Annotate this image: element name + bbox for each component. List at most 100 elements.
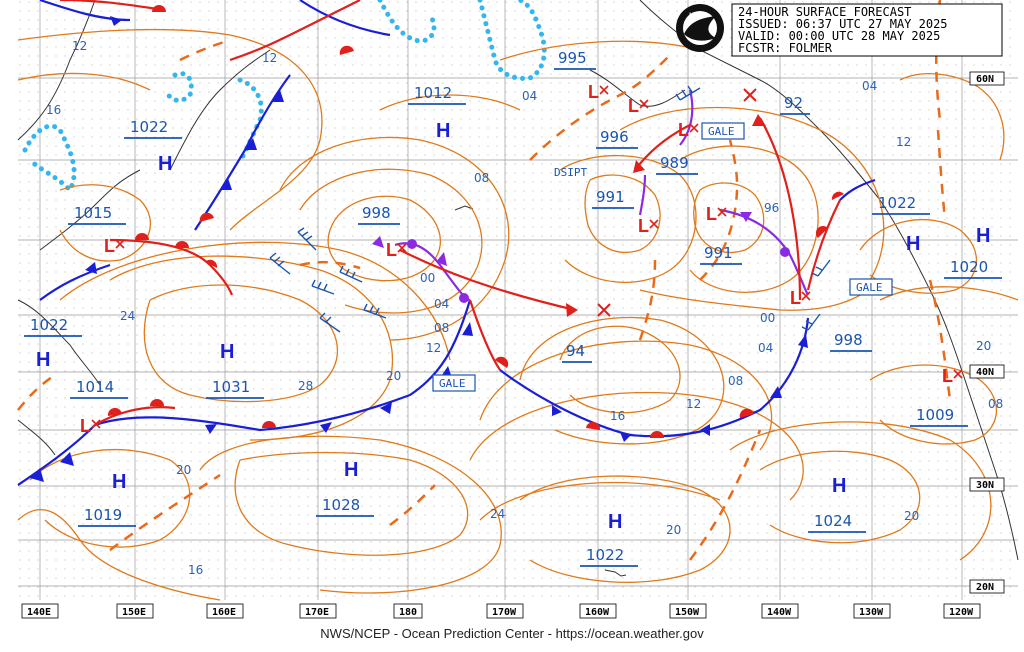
pressure-value: 1022: [130, 118, 168, 136]
svg-text:08: 08: [728, 374, 743, 388]
svg-text:04: 04: [434, 297, 449, 311]
header-title: 24-HOUR SURFACE FORECAST: [738, 5, 911, 19]
low-l: L: [104, 236, 115, 256]
svg-text:170E: 170E: [305, 607, 329, 618]
svg-text:96: 96: [764, 201, 779, 215]
pressure-value: 998: [834, 331, 863, 349]
high-centers: H H H H H H H H H H: [36, 120, 990, 533]
svg-text:20: 20: [976, 339, 991, 353]
occluded-symbols: [372, 212, 790, 303]
svg-text:12: 12: [426, 341, 441, 355]
svg-text:16: 16: [188, 563, 203, 577]
pressure-value: 991: [704, 244, 733, 262]
high-h: H: [112, 471, 126, 493]
pressure-value: 1009: [916, 406, 954, 424]
low-l: L: [628, 96, 639, 116]
svg-text:04: 04: [758, 341, 773, 355]
svg-text:16: 16: [46, 103, 61, 117]
svg-text:08: 08: [434, 321, 449, 335]
svg-text:24: 24: [490, 507, 505, 521]
svg-text:04: 04: [862, 79, 877, 93]
gale-tag: GALE: [439, 377, 466, 390]
pressure-value: 1031: [212, 378, 250, 396]
isobar-labels: 12 12 16 04 08 00 04 08 12 20 24 28 20 1…: [46, 39, 1003, 577]
svg-text:180: 180: [399, 607, 417, 618]
warm-front-bumps: [107, 5, 844, 438]
svg-text:20: 20: [176, 463, 191, 477]
high-h: H: [220, 341, 234, 363]
svg-text:140W: 140W: [767, 607, 792, 618]
pressure-value: 92: [784, 94, 803, 112]
svg-text:170W: 170W: [492, 607, 517, 618]
svg-text:160W: 160W: [585, 607, 610, 618]
svg-text:12: 12: [896, 135, 911, 149]
coastlines: [17, 0, 1019, 577]
pressure-value: 1022: [30, 316, 68, 334]
svg-text:150W: 150W: [675, 607, 700, 618]
high-h: H: [976, 225, 990, 247]
high-h: H: [436, 120, 450, 142]
latitude-labels: 60N 40N 30N 20N: [969, 71, 1005, 594]
noaa-logo-text: NOAA: [689, 12, 707, 19]
track-arrowheads: [566, 114, 766, 317]
gale-tag: GALE: [708, 125, 735, 138]
pressure-value: 1022: [878, 194, 916, 212]
svg-text:140E: 140E: [27, 607, 51, 618]
svg-text:00: 00: [420, 271, 435, 285]
svg-text:20: 20: [386, 369, 401, 383]
svg-text:60N: 60N: [976, 74, 994, 85]
header-forecaster: FCSTR: FOLMER: [738, 41, 833, 55]
low-l: L: [386, 240, 397, 260]
svg-text:12: 12: [686, 397, 701, 411]
pressure-value: 1015: [74, 204, 112, 222]
low-l: L: [942, 366, 953, 386]
isobars: [17, 28, 1019, 601]
cold-front-triangles: [30, 16, 808, 482]
svg-text:20: 20: [904, 509, 919, 523]
svg-text:12: 12: [72, 39, 87, 53]
low-l: L: [638, 216, 649, 236]
gale-tag: GALE: [856, 281, 883, 294]
high-h: H: [832, 475, 846, 497]
future-low-x-marks: [597, 88, 757, 317]
header-issued: ISSUED: 06:37 UTC 27 MAY 2025: [738, 17, 948, 31]
dsipt-label: DSIPT: [554, 166, 587, 179]
high-h: H: [158, 153, 172, 175]
pressure-value: 1024: [814, 512, 852, 530]
wind-barbs: [269, 85, 831, 333]
svg-text:30N: 30N: [976, 480, 994, 491]
pressure-underlines: [24, 68, 1002, 567]
svg-text:16: 16: [610, 409, 625, 423]
svg-text:150E: 150E: [122, 607, 146, 618]
pressure-value: 1020: [950, 258, 988, 276]
svg-text:28: 28: [298, 379, 313, 393]
pressure-value: 1014: [76, 378, 114, 396]
low-l: L: [80, 416, 91, 436]
noaa-logo: NOAA: [676, 4, 724, 52]
svg-text:40N: 40N: [976, 367, 994, 378]
svg-text:12: 12: [262, 51, 277, 65]
low-centers: L L L L L L L L L L: [80, 82, 953, 436]
gale-warnings: GALE GALE GALE DSIPT: [432, 122, 893, 392]
svg-text:08: 08: [988, 397, 1003, 411]
header-valid: VALID: 00:00 UTC 28 MAY 2025: [738, 29, 940, 43]
high-h: H: [608, 511, 622, 533]
pressure-value: 1028: [322, 496, 360, 514]
svg-text:130W: 130W: [859, 607, 884, 618]
pressure-value: 998: [362, 204, 391, 222]
pressure-value: 989: [660, 154, 689, 172]
svg-text:160E: 160E: [212, 607, 236, 618]
svg-text:20: 20: [666, 523, 681, 537]
pressure-labels: 1012 1022 1015 998 995 996 989 991 991 9…: [30, 49, 988, 564]
pressure-value: 94: [566, 342, 585, 360]
low-l: L: [678, 120, 689, 140]
svg-text:04: 04: [522, 89, 537, 103]
pressure-value: 1019: [84, 506, 122, 524]
source-credit: NWS/NCEP - Ocean Prediction Center - htt…: [320, 626, 704, 641]
low-x-marks: [91, 85, 963, 429]
svg-text:00: 00: [760, 311, 775, 325]
low-l: L: [588, 82, 599, 102]
low-l: L: [706, 204, 717, 224]
longitude-labels: 140E 150E 160E 170E 180 170W 160W 150W 1…: [21, 603, 981, 619]
